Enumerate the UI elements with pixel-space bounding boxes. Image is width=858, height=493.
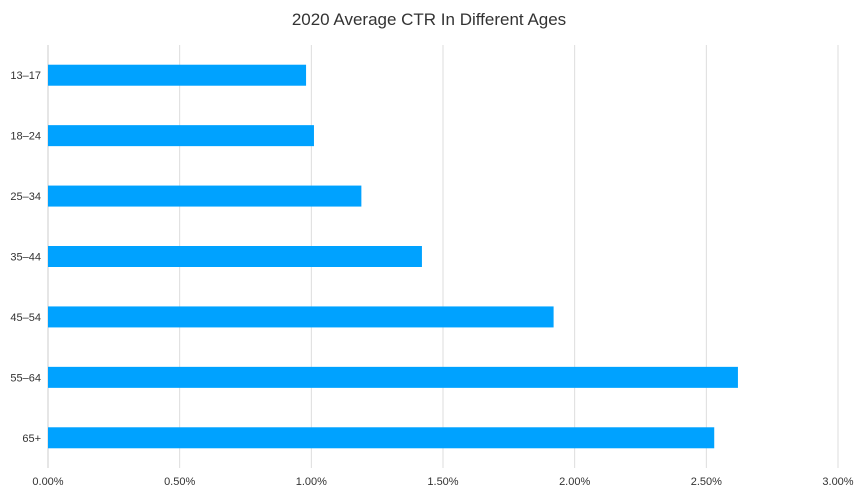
bar	[48, 427, 715, 449]
x-tick-label: 2.00%	[559, 476, 590, 488]
x-tick-label: 1.50%	[427, 476, 458, 488]
y-tick-label: 65+	[22, 433, 41, 445]
chart-title: 2020 Average CTR In Different Ages	[291, 10, 567, 29]
y-tick-label: 18–24	[10, 131, 41, 143]
y-tick-label: 25–34	[10, 191, 41, 203]
bar	[48, 366, 738, 388]
bar	[48, 185, 362, 207]
x-tick-label: 2.50%	[691, 476, 722, 488]
x-tick-label: 0.50%	[164, 476, 195, 488]
y-tick-label: 55–64	[10, 372, 41, 384]
bar	[48, 64, 307, 86]
y-tick-label: 45–54	[10, 312, 41, 324]
bar	[48, 125, 314, 147]
y-tick-label: 13–17	[10, 70, 41, 82]
x-tick-label: 3.00%	[822, 476, 853, 488]
x-tick-label: 1.00%	[296, 476, 327, 488]
bar	[48, 306, 554, 328]
bar	[48, 246, 422, 267]
x-tick-label: 0.00%	[32, 476, 63, 488]
y-tick-label: 35–44	[10, 252, 41, 264]
